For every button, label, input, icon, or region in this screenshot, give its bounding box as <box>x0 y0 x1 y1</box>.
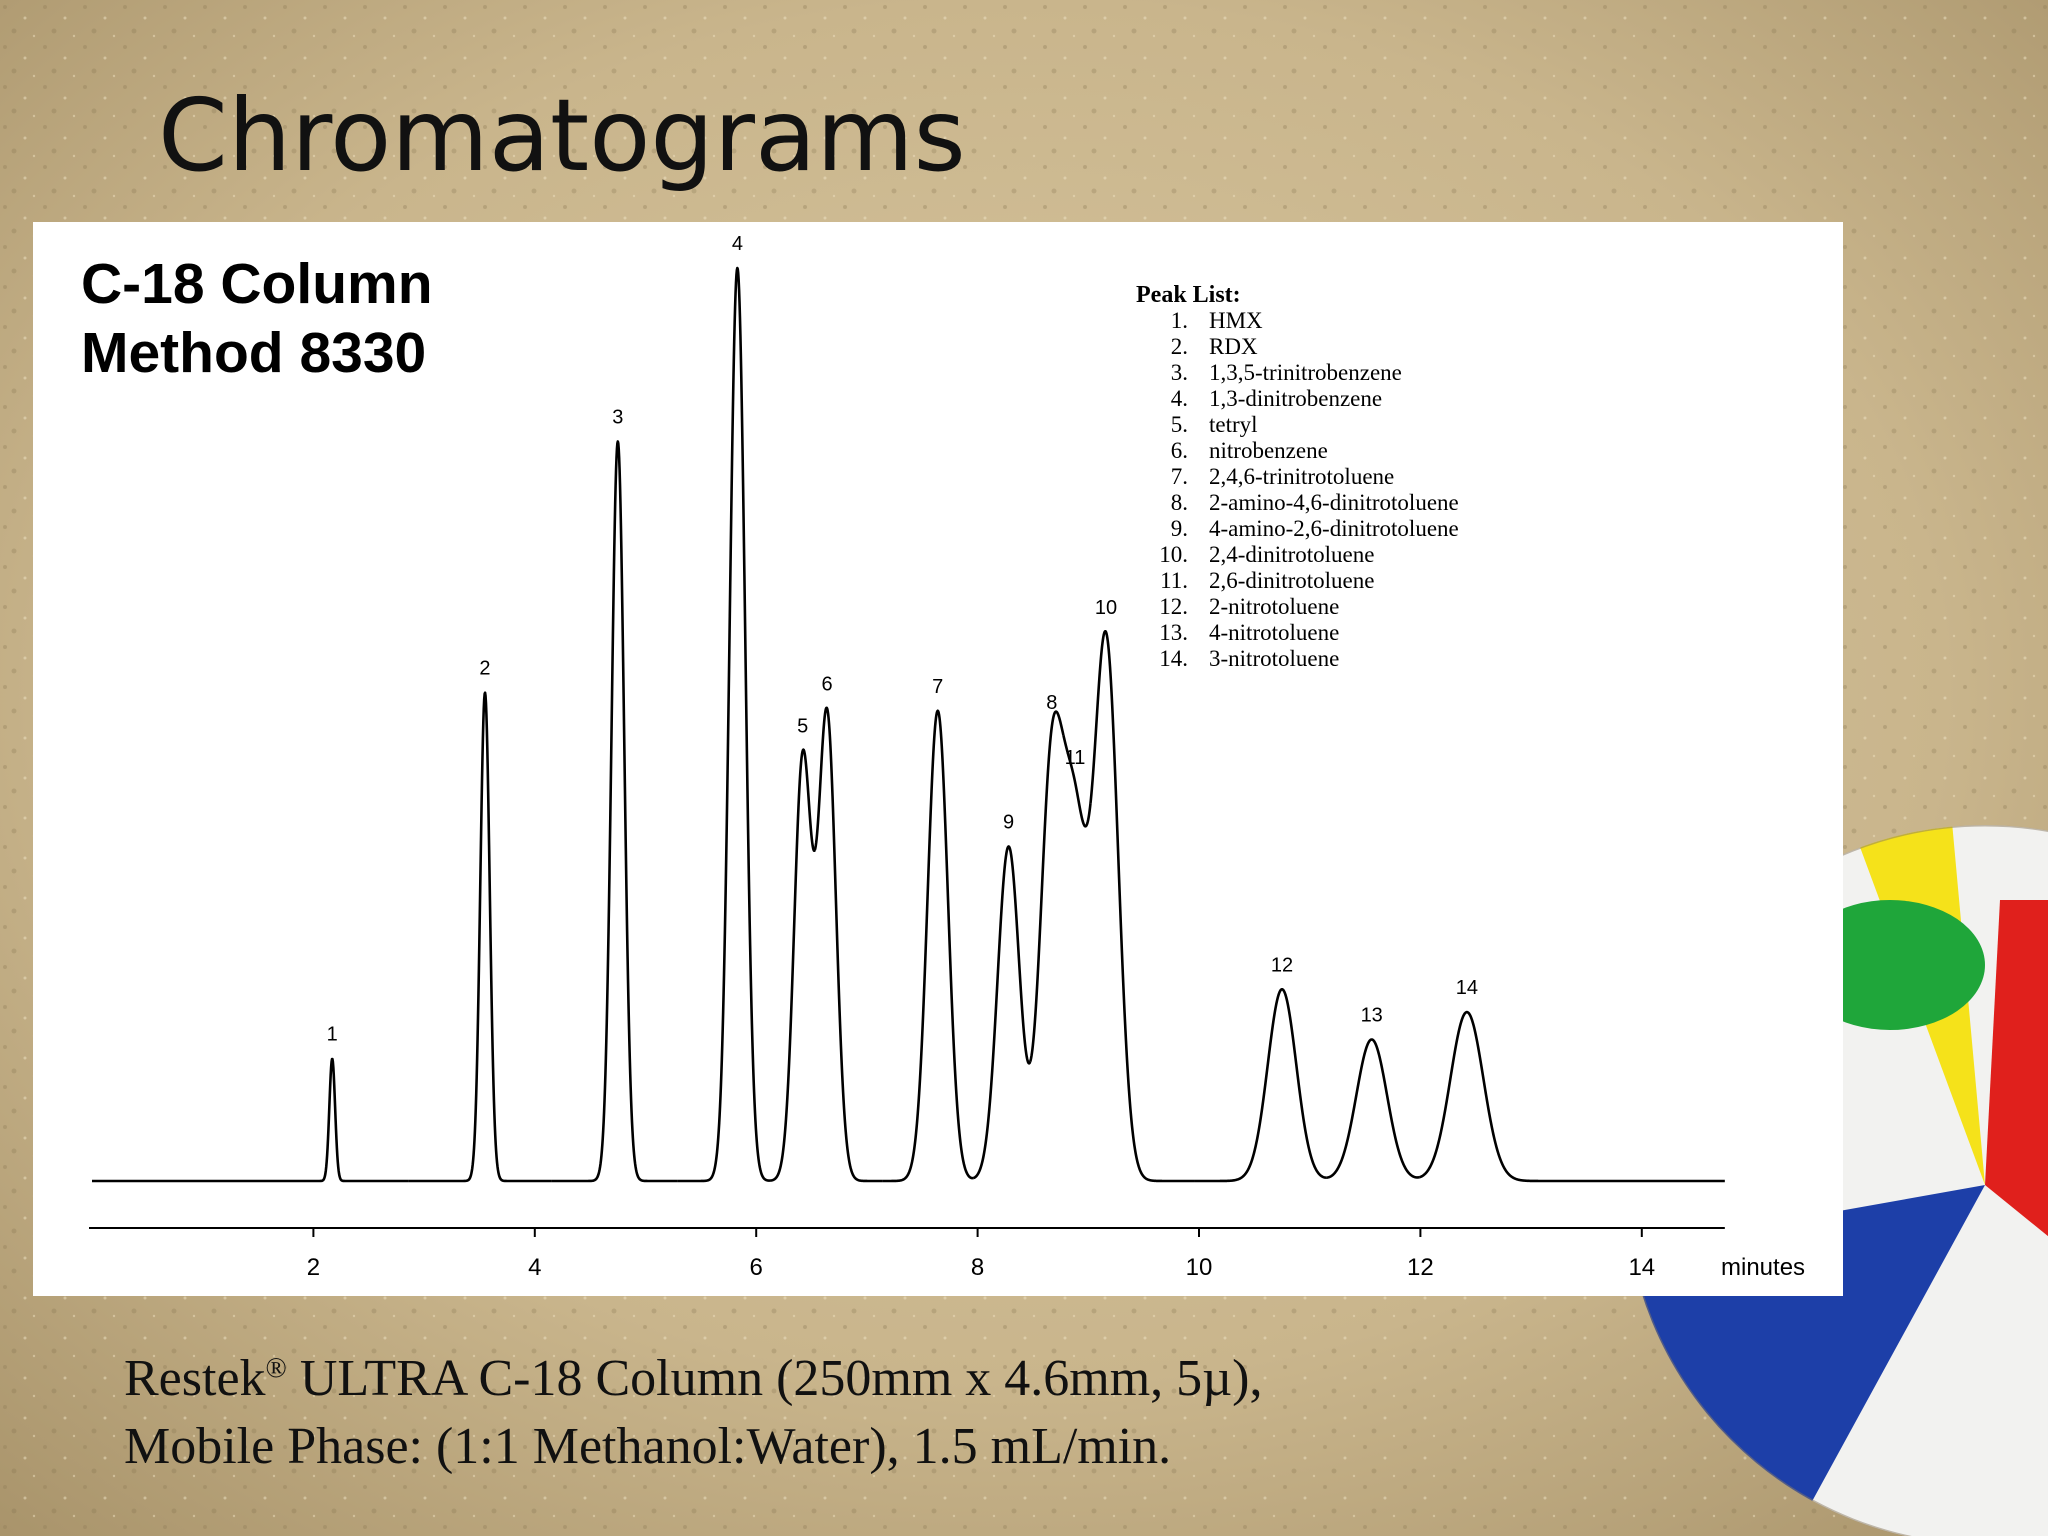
peak-list-number: 7. <box>1171 464 1188 489</box>
peak-list-name: nitrobenzene <box>1209 438 1328 463</box>
x-tick-label: 2 <box>307 1254 320 1281</box>
peak-list-name: 2,4,6-trinitrotoluene <box>1209 464 1394 489</box>
peak <box>91 1057 410 1183</box>
caption-text: ULTRA C-18 Column (250mm x 4.6mm, 5µ), <box>287 1350 1263 1407</box>
peak-label: 7 <box>932 676 943 698</box>
x-tick-label: 10 <box>1186 1254 1213 1281</box>
peak-list-name: 4-nitrotoluene <box>1209 620 1339 645</box>
peak-list-number: 5. <box>1171 412 1188 437</box>
peak-label: 1 <box>327 1024 338 1046</box>
peak-list-name: 2,4-dinitrotoluene <box>1209 542 1374 567</box>
peak-list-number: 14. <box>1159 646 1188 671</box>
peak-list-title: Peak List: <box>1136 282 1241 308</box>
peak <box>1326 1038 1421 1179</box>
peak-label: 2 <box>479 658 490 680</box>
peak <box>1062 734 1092 828</box>
caption-text: Restek <box>124 1350 266 1407</box>
peak-label: 4 <box>732 233 743 255</box>
peak-label: 3 <box>612 406 623 428</box>
peak-list-name: 2-amino-4,6-dinitrotoluene <box>1209 490 1459 515</box>
chart-heading: Method 8330 <box>81 321 426 385</box>
peak-list-name: 1,3-dinitrobenzene <box>1209 386 1382 411</box>
caption-line: Restek® ULTRA C-18 Column (250mm x 4.6mm… <box>124 1350 1262 1407</box>
x-tick-label: 14 <box>1628 1254 1655 1281</box>
peak-list-name: HMX <box>1209 308 1263 333</box>
peak-list-number: 1. <box>1171 308 1188 333</box>
chart-heading: C-18 Column <box>81 252 433 316</box>
peak-list-number: 11. <box>1160 568 1188 593</box>
peak-list-number: 4. <box>1171 386 1188 411</box>
slide-title: Chromatograms <box>158 77 966 194</box>
peak <box>550 440 679 1183</box>
peak <box>769 748 817 1182</box>
peak-label: 12 <box>1271 954 1293 976</box>
peak-list-number: 12. <box>1159 594 1188 619</box>
peak-list-name: 2,6-dinitrotoluene <box>1209 568 1374 593</box>
peak-list-name: 3-nitrotoluene <box>1209 646 1339 671</box>
peak-label: 11 <box>1065 747 1086 769</box>
peak-label: 14 <box>1456 977 1478 999</box>
peak <box>407 691 553 1183</box>
peak-list-name: 1,3,5-trinitrobenzene <box>1209 360 1402 385</box>
peak <box>972 845 1032 1180</box>
peak-label: 8 <box>1046 692 1057 714</box>
peak <box>881 709 975 1183</box>
peak-label: 5 <box>797 716 808 738</box>
peak-list-name: tetryl <box>1209 412 1258 437</box>
peak <box>1418 1010 1726 1183</box>
x-tick-label: 6 <box>750 1254 763 1281</box>
x-axis-label: minutes <box>1721 1254 1805 1281</box>
peak-list-number: 13. <box>1159 620 1188 645</box>
peak <box>1028 710 1065 1063</box>
peak <box>676 266 771 1183</box>
peak-list-number: 2. <box>1171 334 1188 359</box>
peak-list-number: 3. <box>1171 360 1188 385</box>
x-tick-label: 8 <box>971 1254 984 1281</box>
peak-list-number: 6. <box>1171 438 1188 463</box>
caption-line: Mobile Phase: (1:1 Methanol:Water), 1.5 … <box>124 1418 1171 1475</box>
peak-list-number: 8. <box>1171 490 1188 515</box>
peak-list-number: 9. <box>1171 516 1188 541</box>
x-tick-label: 4 <box>528 1254 541 1281</box>
peak-list-number: 10. <box>1159 542 1188 567</box>
caption-superscript: ® <box>266 1353 287 1384</box>
peak <box>1193 987 1328 1183</box>
peak-label: 6 <box>821 673 832 695</box>
peak-list-name: 2-nitrotoluene <box>1209 594 1339 619</box>
peak-list-name: RDX <box>1209 334 1258 359</box>
peak-list-name: 4-amino-2,6-dinitrotoluene <box>1209 516 1459 541</box>
peak <box>813 706 884 1183</box>
peak-label: 10 <box>1095 597 1117 619</box>
peak-label: 13 <box>1361 1004 1383 1026</box>
x-tick-label: 12 <box>1407 1254 1434 1281</box>
peak <box>1089 629 1195 1183</box>
peak-label: 9 <box>1003 811 1014 833</box>
